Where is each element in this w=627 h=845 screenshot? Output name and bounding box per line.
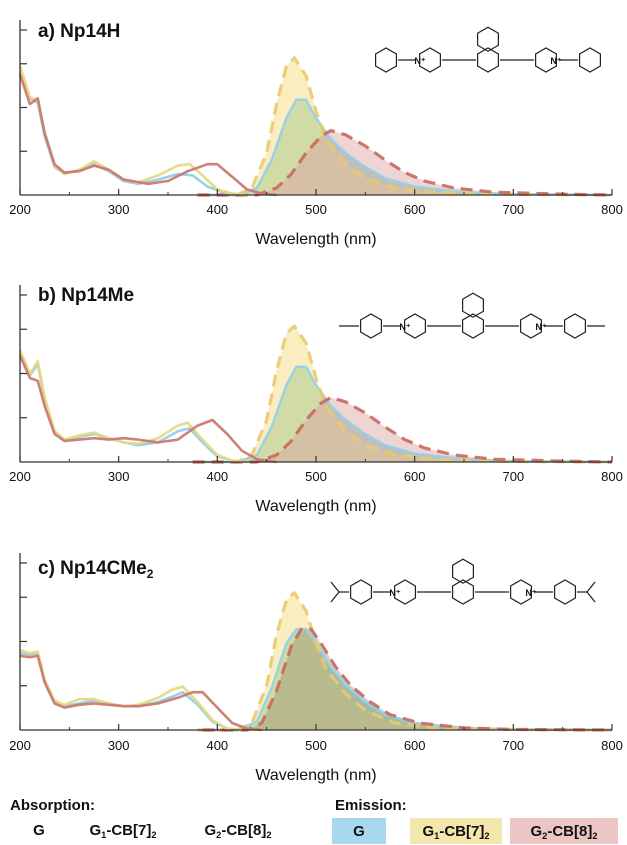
legend: Absorption: Emission: G G1-CB[7]2 G2-CB[8]2 G… [10,797,618,844]
nitrogen-label: N⁺ [399,322,410,332]
emission-fill-G2-CB[8]2 [197,130,612,195]
emission-legend-label: G [353,823,365,840]
panel-3: c) Np14CMe2 200 300 400 500 600 700 800 Waveleng… [9,553,623,784]
x-tick-label: 300 [108,202,130,217]
x-tick-label: 400 [206,469,228,484]
benzene-ring [360,313,382,339]
x-tick-label: 400 [206,738,228,753]
nitrogen-label: N⁺ [550,56,561,66]
x-tick-label: 200 [9,469,31,484]
pyridinium-ring [535,47,557,73]
emission-legend-swatch [510,818,618,844]
emission-legend-swatch [410,818,502,844]
x-tick-label: 500 [305,469,327,484]
x-tick-label: 800 [601,202,623,217]
naphthalene-ring [452,558,474,584]
emission-fill-G2-CB[8]2 [202,629,613,730]
absorption-line-G [18,352,248,464]
x-tick-label: 500 [305,202,327,217]
benzene-ring [350,579,372,605]
absorption-line-G2-CB[8]2 [18,355,277,464]
emission-line-G2-CB[8]2 [202,627,613,732]
emission-legend-label: G2-CB[8]2 [530,823,597,841]
emission-legend-swatch [332,818,386,844]
x-tick-label: 700 [502,738,524,753]
naphthalene-ring [477,26,499,52]
absorption-line-G [18,71,248,197]
nitrogen-label: N⁺ [414,56,425,66]
panel-title: c) Np14CMe2 [38,558,154,581]
pyridinium-ring [404,313,426,339]
benzene-ring [554,579,576,605]
benzene-ring [579,47,601,73]
panel-title: b) Np14Me [38,285,134,306]
x-tick-label: 200 [9,738,31,753]
naphthalene-ring [452,579,474,605]
panel-2: b) Np14Me 200 300 400 500 600 700 800 Wavelength… [9,285,623,515]
absorption-legend-label: G1-CB[7]2 [89,822,156,840]
pyridinium-ring [520,313,542,339]
emission-legend-title: Emission: [335,797,407,814]
x-tick-label: 600 [404,202,426,217]
x-tick-label: 300 [108,738,130,753]
nitrogen-label: N⁺ [389,588,400,598]
x-tick-label: 800 [601,738,623,753]
absorption-legend-title: Absorption: [10,797,95,814]
x-tick-label: 700 [502,469,524,484]
x-tick-label: 400 [206,202,228,217]
absorption-legend-label: G [33,822,45,839]
x-tick-label: 600 [404,738,426,753]
absorption-line-G2-CB[8]2 [19,654,262,732]
emission-line-G [197,627,613,732]
emission-fill-G1-CB[7]2 [197,592,612,730]
bond [586,581,596,593]
nitrogen-label: N⁺ [535,322,546,332]
emission-fill-G2-CB[8]2 [192,397,612,462]
x-axis-label: Wavelength (nm) [255,498,376,515]
emission-line-G2-CB[8]2 [192,396,613,464]
naphthalene-ring [477,47,499,73]
panel-title: a) Np14H [38,21,120,42]
nitrogen-label: N⁺ [525,588,536,598]
absorption-legend-label: G2-CB[8]2 [204,822,271,840]
bond [330,581,340,593]
absorption-line-G2-CB[8]2 [18,74,277,197]
benzene-ring [375,47,397,73]
naphthalene-ring [462,313,484,339]
x-tick-label: 600 [404,469,426,484]
pyridinium-ring [419,47,441,73]
bond [586,591,596,603]
x-tick-label: 700 [502,202,524,217]
molecule-structure: N⁺ N⁺ [330,558,596,605]
absorption-line-G1-CB[7]2 [18,65,248,197]
molecule-structure: N⁺ N⁺ [375,26,601,73]
x-tick-label: 500 [305,738,327,753]
x-tick-label: 200 [9,202,31,217]
x-tick-label: 300 [108,469,130,484]
pyridinium-ring [394,579,416,605]
panel-1: a) Np14H 200 300 400 500 600 700 800 Wavelength … [9,20,623,248]
absorption-line-G [19,651,243,732]
pyridinium-ring [510,579,532,605]
benzene-ring [564,313,586,339]
x-axis-label: Wavelength (nm) [255,231,376,248]
x-axis-label: Wavelength (nm) [255,767,376,784]
absorption-line-G1-CB[7]2 [18,349,248,464]
emission-fill-G1-CB[7]2 [192,326,612,462]
molecule-structure: N⁺ N⁺ [339,292,605,339]
naphthalene-ring [462,292,484,318]
x-tick-label: 800 [601,469,623,484]
emission-legend-label: G1-CB[7]2 [422,823,489,841]
emission-line-G1-CB[7]2 [192,324,613,464]
bond [330,591,340,603]
